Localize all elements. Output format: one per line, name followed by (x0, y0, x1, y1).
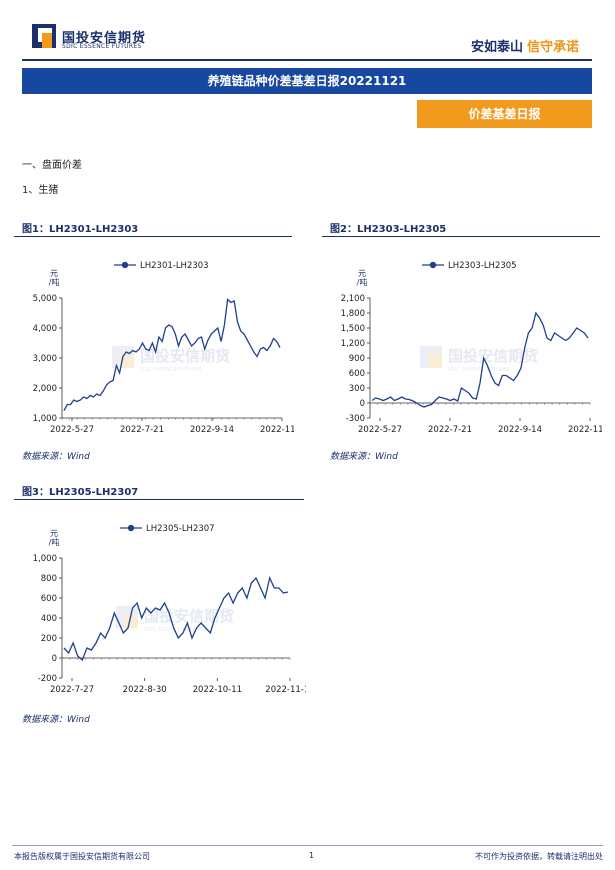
y-tick-label: 0 (52, 654, 57, 664)
y-axis-unit: 元/吨 (49, 269, 60, 287)
legend-label: LH2301-LH2303 (140, 261, 209, 271)
report-type-tag: 价差基差日报 (417, 100, 592, 128)
y-axis-unit-top: 元 (358, 269, 366, 278)
header-divider (22, 59, 592, 61)
page-number: 1 (309, 851, 315, 860)
slogan-part-b: 信守承诺 (526, 40, 579, 55)
y-axis-unit: 元/吨 (49, 529, 60, 547)
y-tick-label: 1,500 (341, 324, 365, 334)
series-line (63, 298, 281, 411)
x-tick-label: 2022-7-21 (428, 425, 472, 435)
y-axis-unit-bottom: /吨 (49, 277, 60, 287)
report-title: 养殖链品种价差基差日报20221121 (22, 68, 592, 94)
figure-1-rule (14, 236, 292, 237)
chart-lh2301-lh2303: 国投安信期货 SDIC ESSENCE FUTURES 元/吨 1,000 2,000 3… (33, 261, 294, 435)
footer-divider (12, 845, 603, 846)
subsection-heading: 1、生猪 (22, 185, 59, 196)
x-tick-label: 2022-10-11 (193, 685, 242, 695)
y-tick-label: 800 (41, 574, 57, 584)
section-heading: 一、盘面价差 (22, 160, 82, 171)
y-tick-label: 2,000 (33, 384, 57, 394)
chart-lh2303-lh2305: 国投安信期货 SDIC ESSENCE FUTURES 元/吨 -300 0 300 600… (341, 261, 602, 435)
y-axis-unit-bottom: /吨 (49, 537, 60, 547)
x-tick-label: 2022-9-14 (190, 425, 234, 435)
y-tick-label: 1,800 (341, 309, 365, 319)
y-tick-label: 300 (349, 384, 365, 394)
watermark-text: 国投安信期货 (144, 607, 234, 625)
y-tick-label: 1,200 (341, 339, 365, 349)
x-tick-label: 2022-7-21 (120, 425, 164, 435)
y-tick-label: 0 (360, 399, 365, 409)
watermark-text: 国投安信期货 (448, 347, 538, 365)
watermark-logo-icon (116, 606, 138, 628)
legend-label: LH2305-LH2307 (146, 524, 215, 534)
y-tick-label: 4,000 (33, 324, 57, 334)
watermark-logo-accent (120, 354, 134, 368)
watermark-logo-icon (420, 346, 442, 368)
logo-text-cn: 国投安信期货 (62, 31, 147, 46)
x-tick-label: 2022-9-14 (498, 425, 542, 435)
footer-copyright: 本报告版权属于国投安信期货有限公司 (14, 852, 150, 861)
x-tick-label: 2022-11-14 (265, 685, 306, 695)
x-tick-label: 2022-8-30 (123, 685, 167, 695)
figure-3-source: 数据来源：Wind (22, 715, 90, 725)
logo-text-en: SDIC ESSENCE FUTURES (62, 43, 142, 50)
figure-1-source: 数据来源：Wind (22, 452, 90, 462)
watermark-subtext: SDIC ESSENCE FUTURES (448, 367, 509, 373)
x-tick-label: 2022-5-27 (358, 425, 402, 435)
legend-marker (429, 261, 437, 269)
figure-2-rule (322, 236, 600, 237)
legend-marker (121, 261, 129, 269)
series-line (371, 311, 589, 408)
x-tick-label: 2022-11-1 (568, 425, 602, 435)
y-tick-label: 400 (41, 614, 57, 624)
y-axis-unit-top: 元 (50, 529, 58, 538)
slogan: 安如泰山 信守承诺 (471, 36, 579, 55)
watermark-subtext: SDIC ESSENCE FUTURES (140, 367, 201, 373)
y-axis-unit-top: 元 (50, 269, 58, 278)
slogan-part-a: 安如泰山 (470, 40, 523, 55)
footer-disclaimer: 不可作为投资依据，转载请注明出处 (475, 852, 603, 861)
y-axis-unit-bottom: /吨 (357, 277, 368, 287)
x-tick-label: 2022-11-1 (260, 425, 294, 435)
watermark-text: 国投安信期货 (140, 347, 230, 365)
y-tick-label: 200 (41, 634, 57, 644)
y-tick-label: 5,000 (33, 294, 57, 304)
legend-marker (127, 524, 135, 532)
y-axis-unit: 元/吨 (357, 269, 368, 287)
x-tick-label: 2022-7-27 (50, 685, 94, 695)
figure-2-title: 图2：LH2303-LH2305 (330, 224, 447, 235)
y-tick-label: -200 (38, 674, 57, 684)
y-tick-label: 1,000 (33, 414, 57, 424)
y-tick-label: 1,000 (33, 554, 57, 564)
series-line (63, 575, 289, 662)
x-tick-label: 2022-5-27 (50, 425, 94, 435)
figure-3-rule (14, 499, 304, 500)
watermark-logo-accent (428, 354, 442, 368)
y-tick-label: 2,100 (341, 294, 365, 304)
y-tick-label: -300 (346, 414, 365, 424)
y-tick-label: 900 (349, 354, 365, 364)
y-tick-label: 600 (349, 369, 365, 379)
y-tick-label: 600 (41, 594, 57, 604)
watermark: 国投安信期货 SDIC ESSENCE FUTURES (112, 346, 230, 373)
y-tick-label: 3,000 (33, 354, 57, 364)
legend-label: LH2303-LH2305 (448, 261, 517, 271)
watermark: 国投安信期货 SDIC ESSENCE FUTURES (420, 346, 538, 373)
company-logo-icon (32, 24, 56, 48)
figure-3-title: 图3：LH2305-LH2307 (22, 487, 139, 498)
figure-1-title: 图1：LH2301-LH2303 (22, 224, 139, 235)
watermark-logo-accent (124, 614, 138, 628)
figure-2-source: 数据来源：Wind (330, 452, 398, 462)
